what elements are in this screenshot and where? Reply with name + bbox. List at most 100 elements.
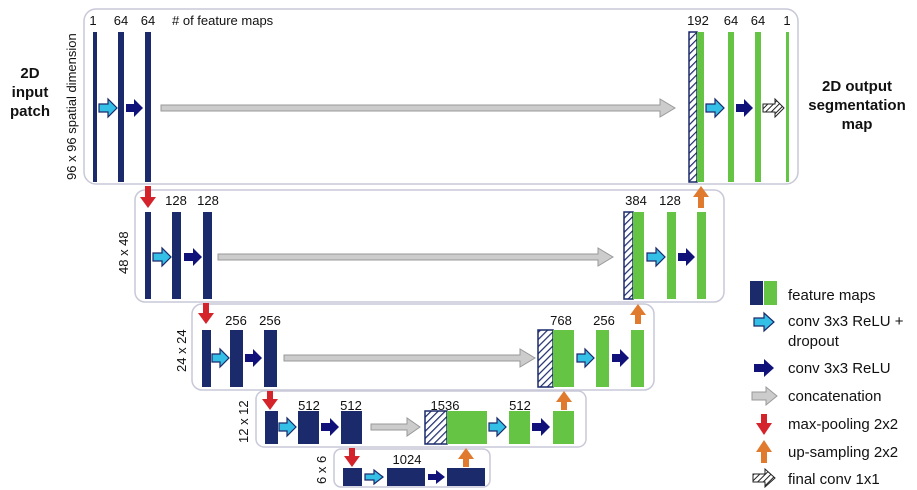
feature-map-block <box>387 468 425 486</box>
count-label: 64 <box>141 13 155 28</box>
concatenation-arrow <box>283 348 536 368</box>
feature-map-block <box>553 330 574 387</box>
concat-block-hatched <box>537 329 554 388</box>
concat-block-hatched <box>623 211 634 300</box>
level-panel-12 <box>255 390 587 448</box>
count-label: 128 <box>197 193 219 208</box>
conv-dropout-arrow <box>278 416 297 438</box>
conv-arrow <box>321 418 339 436</box>
legend: feature maps conv 3x3 ReLU + dropout con… <box>750 281 904 489</box>
max-pooling-arrow <box>262 391 278 410</box>
feature-map-block <box>786 32 789 182</box>
legend-conv-arrow <box>754 359 774 377</box>
legend-maxpool-label: max-pooling 2x2 <box>788 416 898 433</box>
dim-label-24: 24 x 24 <box>174 329 189 372</box>
legend-upsample-label: up-sampling 2x2 <box>788 444 898 461</box>
feature-map-block <box>553 411 574 444</box>
count-label: 128 <box>165 193 187 208</box>
count-label: 1 <box>89 13 96 28</box>
conv-dropout-arrow <box>152 246 172 268</box>
count-label: 256 <box>259 313 281 328</box>
count-label: 384 <box>625 193 647 208</box>
conv-arrow <box>428 470 445 484</box>
conv-arrow <box>678 248 695 266</box>
max-pooling-arrow <box>198 303 214 324</box>
count-caption: # of feature maps <box>172 13 274 28</box>
conv-arrow <box>612 349 629 367</box>
up-sampling-arrow <box>458 448 474 467</box>
output-label-line-3: map <box>842 116 873 133</box>
concat-block-hatched <box>688 31 698 183</box>
concatenation-arrow <box>370 417 421 437</box>
feature-map-block <box>93 32 97 182</box>
output-label-line-1: 2D output <box>822 78 892 95</box>
input-label-line-3: patch <box>10 103 50 120</box>
legend-final-label: final conv 1x1 <box>788 471 880 488</box>
up-sampling-arrow <box>630 304 646 324</box>
conv-arrow <box>532 418 550 436</box>
up-sampling-arrow <box>556 391 572 410</box>
input-label-line-1: 2D <box>20 65 39 82</box>
feature-map-block <box>264 330 277 387</box>
count-label: 64 <box>724 13 738 28</box>
feature-map-block <box>447 468 485 486</box>
count-label: 1024 <box>393 452 422 467</box>
conv-dropout-arrow <box>705 97 725 119</box>
max-pooling-arrow <box>140 186 156 208</box>
feature-map-block <box>341 411 362 444</box>
feature-map-block <box>596 330 609 387</box>
feature-map-block <box>697 212 706 299</box>
level-panel-48 <box>134 189 725 303</box>
feature-map-block <box>728 32 734 182</box>
feature-map-block <box>265 411 278 444</box>
legend-maxpool-arrow <box>756 414 772 435</box>
feature-map-block <box>343 468 362 486</box>
feature-map-block <box>631 330 644 387</box>
count-label: 768 <box>550 313 572 328</box>
count-label: 192 <box>687 13 709 28</box>
count-label: 256 <box>225 313 247 328</box>
conv-arrow <box>184 248 202 266</box>
conv-arrow <box>245 349 262 367</box>
conv-dropout-arrow <box>646 246 666 268</box>
conv-dropout-arrow <box>364 468 384 486</box>
count-label: 1 <box>783 13 790 28</box>
count-label: 64 <box>114 13 128 28</box>
conv-dropout-arrow <box>98 97 118 119</box>
feature-map-block <box>118 32 124 182</box>
count-label: 128 <box>659 193 681 208</box>
legend-swatch-green <box>764 281 777 305</box>
count-label: 512 <box>298 398 320 413</box>
legend-conv-dropout-label-2: dropout <box>788 333 840 350</box>
legend-conv-dropout-arrow <box>753 311 775 333</box>
feature-map-block <box>755 32 761 182</box>
legend-upsample-arrow <box>756 440 772 463</box>
count-label: 512 <box>509 398 531 413</box>
dim-label-48: 48 x 48 <box>116 231 131 274</box>
conv-arrow <box>736 99 753 117</box>
feature-map-block <box>230 330 243 387</box>
feature-map-block <box>145 212 151 299</box>
feature-map-block <box>447 411 487 444</box>
dim-label-6: 6 x 6 <box>314 456 329 484</box>
output-label-line-2: segmentation <box>808 97 906 114</box>
conv-dropout-arrow <box>576 347 595 369</box>
count-label: 256 <box>593 313 615 328</box>
concatenation-arrow <box>217 247 614 267</box>
feature-map-block <box>667 212 676 299</box>
concatenation-arrow <box>160 98 676 118</box>
conv-arrow <box>126 99 143 117</box>
legend-conv-label: conv 3x3 ReLU <box>788 360 891 377</box>
feature-map-block <box>203 212 212 299</box>
legend-concat-arrow <box>751 385 778 407</box>
legend-final-conv-arrow <box>752 467 776 489</box>
input-label-line-2: input <box>12 84 49 101</box>
feature-map-block <box>145 32 151 182</box>
legend-conv-dropout-label-1: conv 3x3 ReLU + <box>788 313 904 330</box>
level-panel-96 <box>83 8 799 185</box>
feature-map-block <box>202 330 211 387</box>
legend-swatch-navy <box>750 281 763 305</box>
conv-dropout-arrow <box>488 416 507 438</box>
concat-block-hatched <box>424 410 448 445</box>
